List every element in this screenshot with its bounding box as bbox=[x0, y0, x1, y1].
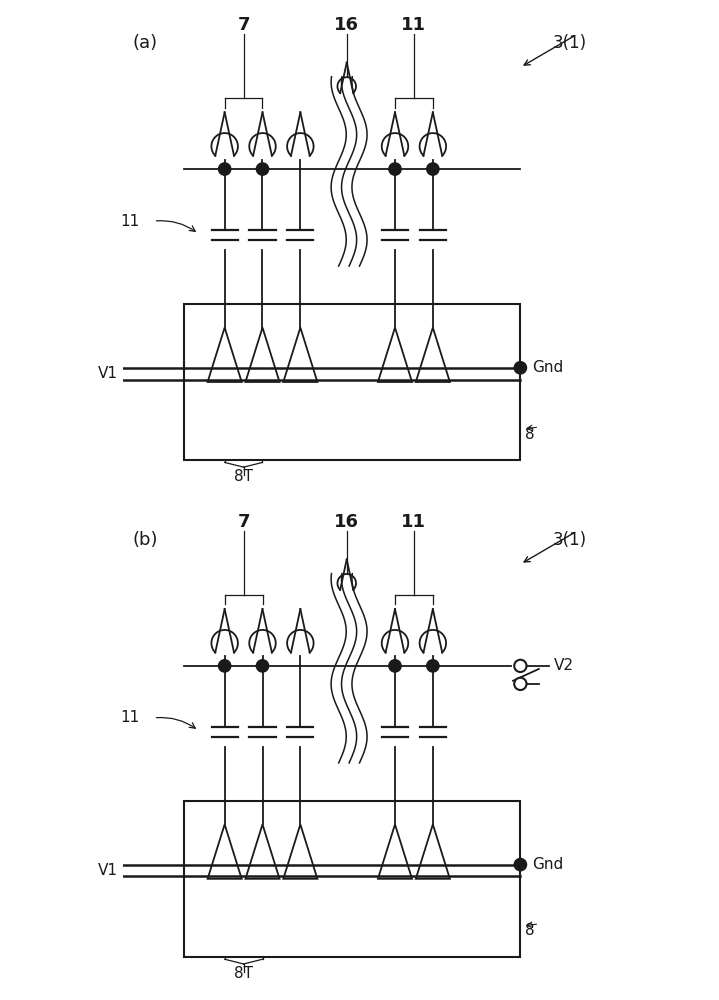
Text: 11: 11 bbox=[401, 513, 426, 531]
Text: 16: 16 bbox=[334, 513, 360, 531]
Circle shape bbox=[257, 660, 269, 672]
Text: 8: 8 bbox=[525, 923, 535, 938]
Text: 7: 7 bbox=[237, 513, 249, 531]
Text: 11: 11 bbox=[401, 16, 426, 34]
Text: (b): (b) bbox=[132, 531, 158, 549]
Text: (a): (a) bbox=[132, 34, 157, 52]
Text: 16: 16 bbox=[334, 16, 360, 34]
Circle shape bbox=[389, 660, 401, 672]
Text: 11: 11 bbox=[120, 214, 139, 229]
Circle shape bbox=[514, 678, 526, 690]
Text: 11: 11 bbox=[120, 710, 139, 725]
Text: 8: 8 bbox=[525, 427, 535, 442]
Text: Gnd: Gnd bbox=[532, 857, 564, 872]
Circle shape bbox=[389, 163, 401, 175]
Circle shape bbox=[514, 858, 526, 871]
Circle shape bbox=[426, 660, 439, 672]
Circle shape bbox=[426, 163, 439, 175]
Circle shape bbox=[514, 660, 526, 672]
Text: V1: V1 bbox=[99, 366, 118, 381]
Circle shape bbox=[257, 163, 269, 175]
Text: 3(1): 3(1) bbox=[552, 531, 587, 549]
Text: V2: V2 bbox=[554, 658, 574, 673]
Text: V1: V1 bbox=[99, 863, 118, 878]
Text: 8T: 8T bbox=[234, 469, 253, 484]
Circle shape bbox=[219, 163, 231, 175]
Bar bbox=[185, 304, 521, 460]
Circle shape bbox=[514, 362, 526, 374]
Text: Gnd: Gnd bbox=[532, 360, 564, 375]
Text: 7: 7 bbox=[237, 16, 249, 34]
Text: 3(1): 3(1) bbox=[552, 34, 587, 52]
Bar bbox=[185, 801, 521, 957]
Circle shape bbox=[219, 660, 231, 672]
Text: 8T: 8T bbox=[234, 966, 253, 981]
